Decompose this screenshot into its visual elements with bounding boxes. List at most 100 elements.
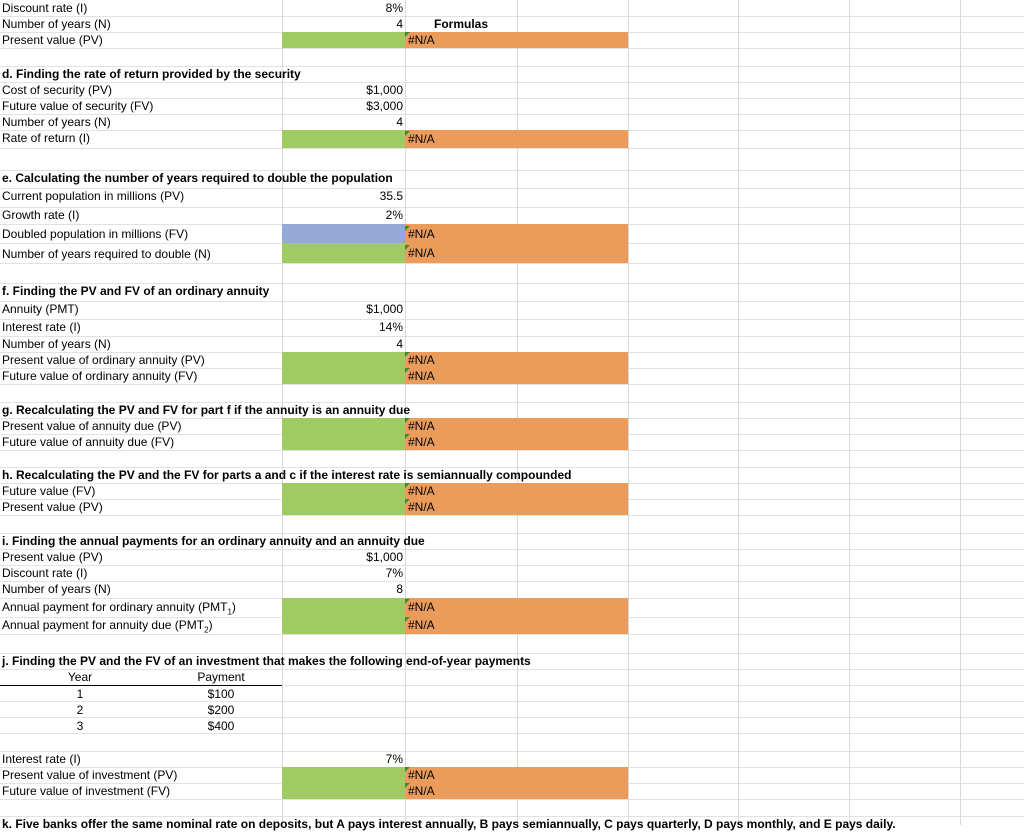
- formula-cell-orange[interactable]: [405, 418, 628, 450]
- gridline: [0, 283, 1024, 284]
- cost-label: Cost of security (PV): [2, 83, 113, 97]
- gridline: [0, 98, 1024, 99]
- fv-value[interactable]: $3,000: [366, 99, 403, 113]
- table-cell-year: 2: [76, 703, 84, 717]
- gridline: [738, 0, 739, 825]
- pmt-value[interactable]: $1,000: [366, 302, 403, 316]
- gridline: [0, 450, 1024, 451]
- cost-value[interactable]: $1,000: [366, 83, 403, 97]
- pmt2-close: ): [208, 618, 213, 632]
- table-cell-payment[interactable]: $400: [207, 719, 235, 733]
- gridline: [960, 0, 961, 825]
- formulas-header: Formulas: [433, 17, 488, 31]
- formula-cell-orange[interactable]: [405, 598, 628, 634]
- gridline: [0, 48, 1024, 49]
- double-years-label: Number of years required to double (N): [2, 247, 211, 261]
- gridline: [0, 799, 1024, 800]
- years-value[interactable]: 4: [396, 17, 403, 31]
- years-value[interactable]: 4: [396, 337, 403, 351]
- na-value: #N/A: [405, 226, 435, 242]
- gridline: [0, 402, 1024, 403]
- gridline: [0, 336, 1024, 337]
- gridline: [0, 669, 1024, 670]
- table-cell-year: 1: [76, 687, 84, 701]
- pv-value[interactable]: $1,000: [366, 550, 403, 564]
- years-label: Number of years (N): [2, 582, 111, 596]
- gridline: [0, 384, 1024, 385]
- section-e-title: e. Calculating the number of years requi…: [2, 171, 393, 185]
- table-cell-payment[interactable]: $200: [207, 703, 235, 717]
- input-cell-green[interactable]: [282, 352, 405, 384]
- input-cell-green[interactable]: [282, 598, 405, 634]
- gridline: [282, 0, 283, 825]
- pv-label: Present value (PV): [2, 550, 103, 564]
- gridline: [0, 114, 1024, 115]
- pv-label: Present value of investment (PV): [2, 768, 178, 782]
- pv-label: Present value (PV): [2, 33, 103, 47]
- rate-value[interactable]: 7%: [385, 566, 403, 580]
- gridline: [0, 467, 1024, 468]
- gridline: [0, 581, 1024, 582]
- pmt2-label: Annual payment for annuity due (PMT2): [2, 617, 213, 634]
- table-cell-payment[interactable]: $100: [207, 687, 235, 701]
- years-label: Number of years (N): [2, 337, 111, 351]
- section-f-title: f. Finding the PV and FV of an ordinary …: [2, 284, 270, 298]
- na-value: #N/A: [405, 32, 435, 48]
- rate-value[interactable]: 7%: [385, 752, 403, 766]
- formula-cell-orange[interactable]: [405, 224, 628, 263]
- pmt2-text: Annual payment for annuity due (PMT: [2, 618, 205, 632]
- doubled-label: Doubled population in millions (FV): [2, 227, 189, 241]
- pmt1-label: Annual payment for ordinary annuity (PMT…: [2, 599, 236, 616]
- years-label: Number of years (N): [2, 17, 111, 31]
- gridline: [849, 0, 850, 825]
- formula-cell-orange[interactable]: [405, 130, 628, 148]
- gridline: [0, 751, 1024, 752]
- population-label: Current population in millions (PV): [2, 189, 185, 203]
- gridline: [0, 170, 1024, 171]
- gridline: [628, 0, 629, 825]
- gridline: [0, 301, 1024, 302]
- gridline: [0, 319, 1024, 320]
- gridline: [0, 685, 1024, 686]
- input-cell-blue[interactable]: [282, 224, 405, 243]
- rate-label: Interest rate (I): [2, 320, 81, 334]
- input-cell-green[interactable]: [282, 483, 405, 515]
- input-cell-green[interactable]: [282, 130, 405, 148]
- table-header-rule: [0, 685, 282, 686]
- input-cell-green[interactable]: [282, 243, 405, 263]
- na-value: #N/A: [405, 352, 435, 368]
- growth-value[interactable]: 2%: [385, 208, 403, 222]
- gridline: [0, 82, 1024, 83]
- section-i-title: i. Finding the annual payments for an or…: [2, 534, 425, 548]
- years-value[interactable]: 8: [396, 582, 403, 596]
- gridline: [0, 533, 1024, 534]
- gridline: [0, 816, 1024, 817]
- gridline: [517, 0, 518, 825]
- growth-label: Growth rate (I): [2, 208, 80, 222]
- formula-cell-orange[interactable]: [405, 483, 628, 515]
- gridline: [405, 0, 406, 825]
- na-value: #N/A: [405, 783, 435, 799]
- rate-value[interactable]: 14%: [378, 320, 403, 334]
- formula-cell-orange[interactable]: [405, 767, 628, 799]
- section-d-title: d. Finding the rate of return provided b…: [2, 67, 301, 81]
- population-value[interactable]: 35.5: [379, 189, 403, 203]
- table-cell-year: 3: [76, 719, 84, 733]
- input-cell-green[interactable]: [282, 418, 405, 450]
- na-value: #N/A: [405, 245, 435, 261]
- input-cell-green[interactable]: [282, 32, 405, 48]
- gridline: [0, 653, 1024, 654]
- input-cell-green[interactable]: [282, 767, 405, 799]
- fv-label: Future value of security (FV): [2, 99, 154, 113]
- na-value: #N/A: [405, 131, 435, 147]
- payment-header: Payment: [197, 670, 245, 684]
- discount-rate-value[interactable]: 8%: [385, 1, 403, 15]
- na-value: #N/A: [405, 599, 435, 615]
- gridline: [0, 148, 1024, 149]
- fv-label: Future value of ordinary annuity (FV): [2, 369, 198, 383]
- formula-cell-orange[interactable]: [405, 32, 628, 48]
- years-value[interactable]: 4: [396, 115, 403, 129]
- formula-cell-orange[interactable]: [405, 352, 628, 384]
- gridline: [0, 515, 1024, 516]
